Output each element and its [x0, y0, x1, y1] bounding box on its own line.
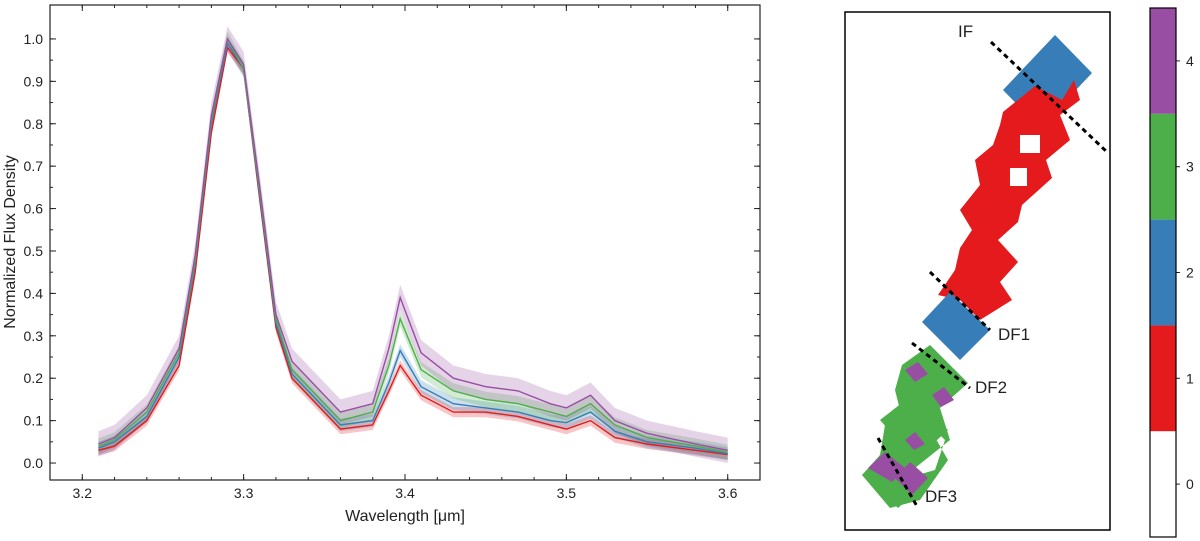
- x-tick-label: 3.3: [234, 485, 254, 501]
- spectrum-chart: 3.2 3.3 3.4 3.5 3.6 0.0 0.1 0.2 0.3 0.4 0.5 0.6 0.7…: [2, 4, 761, 525]
- y-tick-label: 0.4: [24, 285, 44, 301]
- region-hole-1: [1010, 168, 1027, 186]
- y-tick-label: 0.7: [24, 158, 44, 174]
- colorbar-tick-label: 1: [1186, 370, 1194, 386]
- colorbar-tick-label: 4: [1186, 53, 1194, 69]
- band-series-2: [98, 31, 728, 461]
- band-series-0: [98, 42, 728, 460]
- colorbar-frame: [1149, 7, 1177, 538]
- band-series-1: [98, 36, 728, 461]
- colorbar-segment-0: [1150, 431, 1176, 537]
- line-series-2: [98, 36, 728, 454]
- cut-line-df2: [911, 341, 971, 390]
- annotation-if: IF: [958, 22, 973, 41]
- colorbar-segment-2: [1150, 219, 1176, 326]
- y-tick-label: 1.0: [24, 31, 44, 47]
- series-lines: [98, 36, 728, 456]
- y-tick-label: 0.8: [24, 116, 44, 132]
- band-series-3: [98, 26, 728, 463]
- region-patch-red: [938, 80, 1080, 320]
- cut-line-df3: [876, 437, 920, 509]
- annotation-df3: DF3: [925, 487, 957, 506]
- region-patch-blue-mid: [922, 292, 990, 360]
- region-patch-purple-5: [905, 432, 925, 450]
- region-patch-purple-1: [868, 452, 905, 482]
- line-series-1: [98, 41, 728, 455]
- region-map: IF DF1 DF2 DF3: [844, 11, 1111, 531]
- region-patch-purple-3: [905, 362, 928, 382]
- colorbar-segment-4: [1150, 8, 1176, 114]
- colorbar: 0 1 2 3 4: [1149, 7, 1194, 538]
- y-tick-label: 0.5: [24, 243, 44, 259]
- y-axis-ticks: 0.0 0.1 0.2 0.3 0.4 0.5 0.6 0.7 0.8 0.9 1.0: [24, 31, 760, 471]
- cut-line-df1: [928, 270, 992, 332]
- y-tick-label: 0.3: [24, 328, 44, 344]
- region-patch-green-2: [880, 395, 948, 460]
- x-tick-label: 3.6: [718, 485, 738, 501]
- region-patch-purple-2: [895, 462, 928, 495]
- annotation-df1: DF1: [998, 325, 1030, 344]
- x-axis-title: Wavelength [μm]: [345, 508, 465, 525]
- colorbar-segment-3: [1150, 113, 1176, 220]
- y-tick-label: 0.0: [24, 455, 44, 471]
- uncertainty-bands: [98, 26, 728, 463]
- y-axis-title: Normalized Flux Density: [2, 155, 19, 328]
- line-series-0: [98, 45, 728, 456]
- annotation-df2: DF2: [975, 378, 1007, 397]
- y-tick-label: 0.6: [24, 201, 44, 217]
- y-tick-label: 0.2: [24, 370, 44, 386]
- line-series-3: [98, 37, 728, 451]
- y-tick-label: 0.1: [24, 413, 44, 429]
- colorbar-tick-label: 2: [1186, 265, 1194, 281]
- x-tick-label: 3.4: [395, 485, 415, 501]
- region-patch-purple-4: [932, 387, 954, 407]
- y-tick-label: 0.9: [24, 73, 44, 89]
- colorbar-tick-label: 0: [1186, 476, 1194, 492]
- map-regions: [862, 35, 1092, 508]
- region-hole-2: [1020, 135, 1040, 153]
- colorbar-tick-label: 3: [1186, 159, 1194, 175]
- x-axis-ticks: 3.2 3.3 3.4 3.5 3.6: [73, 5, 738, 501]
- colorbar-segment-1: [1150, 325, 1176, 432]
- x-tick-label: 3.2: [73, 485, 93, 501]
- x-tick-label: 3.5: [557, 485, 577, 501]
